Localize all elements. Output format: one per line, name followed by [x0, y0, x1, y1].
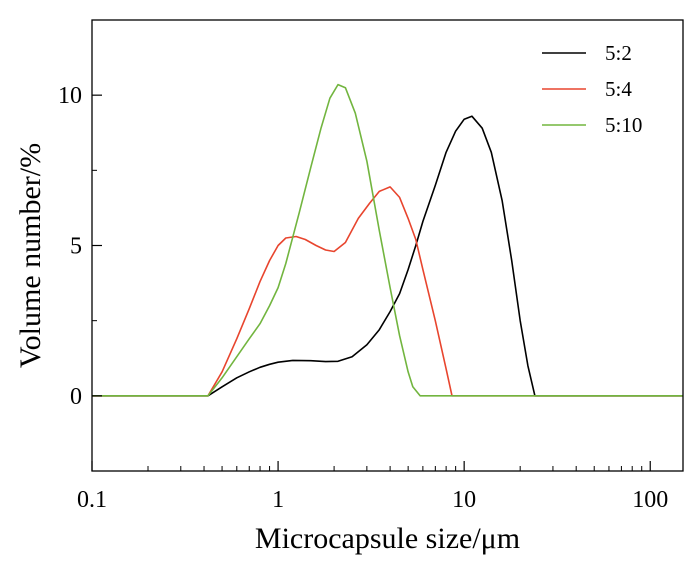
y-tick-label: 10 [58, 83, 82, 109]
legend-label: 5:2 [605, 41, 632, 65]
x-tick-label: 0.1 [77, 487, 107, 513]
plot-frame [91, 19, 684, 472]
series-line-5-2 [92, 115, 683, 397]
axes: 0.1 1 10 100 0 5 10 Microcapsule size/μm Volume … [14, 19, 684, 555]
x-tick-label: 100 [632, 487, 668, 513]
x-axis-title: Microcapsule size/μm [255, 522, 520, 555]
x-tick-label: 10 [452, 487, 476, 513]
y-tick-label: 5 [70, 234, 82, 260]
legend: 5:2 5:4 5:10 [542, 41, 642, 137]
legend-label: 5:4 [605, 77, 632, 101]
series-line-5-4 [92, 186, 683, 397]
y-tick-label: 0 [70, 384, 82, 410]
x-tick-label: 1 [272, 487, 284, 513]
legend-label: 5:10 [605, 113, 642, 137]
series-line-5-10 [92, 83, 683, 397]
y-axis-title: Volume number/% [14, 143, 47, 368]
plot-layer [92, 83, 683, 397]
